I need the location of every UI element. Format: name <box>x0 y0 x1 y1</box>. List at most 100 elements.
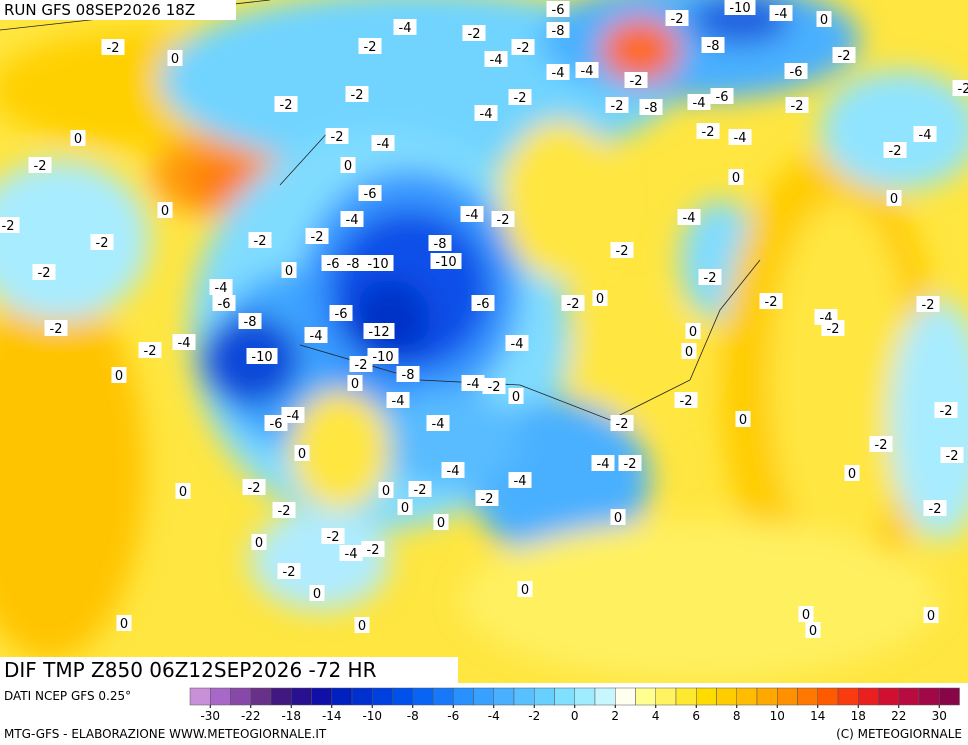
colorbar-swatch <box>817 687 839 706</box>
contour-label: -4 <box>693 96 706 111</box>
contour-label-box <box>940 447 964 463</box>
contour-label: -8 <box>434 237 447 252</box>
contour-label: -2 <box>958 82 968 97</box>
contour-label: -2 <box>940 404 953 419</box>
colorbar-tick-label: 30 <box>932 709 947 723</box>
contour-label: -2 <box>922 298 935 313</box>
contour-label: -4 <box>346 213 359 228</box>
contour-label: -4 <box>215 281 228 296</box>
contour-label-box <box>309 585 325 601</box>
contour-label-box <box>428 235 452 251</box>
contour-label-box <box>821 320 845 336</box>
contour-label-box <box>116 615 132 631</box>
contour-label-box <box>677 209 701 225</box>
contour-label: -12 <box>368 325 389 340</box>
contour-label: -2 <box>616 244 629 259</box>
contour-label: -2 <box>488 380 501 395</box>
contour-label-box <box>277 563 301 579</box>
contour-label-box <box>610 415 634 431</box>
contour-label: -10 <box>251 350 272 365</box>
contour-label-box <box>916 296 940 312</box>
colorbar-swatch <box>372 687 393 706</box>
contour-label-box <box>396 366 420 382</box>
contour-label: 0 <box>614 511 622 526</box>
contour-label: -4 <box>919 128 932 143</box>
contour-label: -2 <box>889 144 902 159</box>
contour-label: -2 <box>630 74 643 89</box>
contour-label-box <box>242 479 266 495</box>
contour-label: -2 <box>364 40 377 55</box>
contour-label-box <box>321 255 345 271</box>
copyright-label: (C) METEOGIORNALE <box>836 727 962 741</box>
contour-label: -2 <box>355 358 368 373</box>
contour-label: 0 <box>120 617 128 632</box>
contour-label: -2 <box>280 98 293 113</box>
contour-label: 0 <box>927 609 935 624</box>
contour-label: 0 <box>739 413 747 428</box>
contour-label-box <box>886 190 902 206</box>
contour-label: -4 <box>490 53 503 68</box>
contour-label-box <box>378 482 394 498</box>
contour-label: -4 <box>287 409 300 424</box>
contour-label-box <box>167 50 183 66</box>
contour-label-box <box>371 135 395 151</box>
contour-label: -4 <box>345 547 358 562</box>
contour-label: -10 <box>372 350 393 365</box>
contour-label-box <box>248 232 272 248</box>
contour-label: -8 <box>707 39 720 54</box>
contour-label: -2 <box>34 159 47 174</box>
contour-label: -2 <box>567 297 580 312</box>
contour-label: 0 <box>74 132 82 147</box>
contour-label-box <box>0 217 20 233</box>
contour-label: -2 <box>331 130 344 145</box>
contour-label-box <box>460 206 484 222</box>
contour-label-box <box>508 89 532 105</box>
contour-label: -8 <box>402 368 415 383</box>
contour-label: 0 <box>255 536 263 551</box>
contour-label: 0 <box>689 325 697 340</box>
contour-label: -4 <box>447 464 460 479</box>
contour-label-box <box>281 262 297 278</box>
colorbar-swatch <box>189 687 211 706</box>
contour-label: 0 <box>401 501 409 516</box>
colorbar-tick-label: 22 <box>891 709 906 723</box>
contour-label: 0 <box>161 204 169 219</box>
contour-label: -2 <box>278 504 291 519</box>
contour-label-box <box>294 445 310 461</box>
contour-label-box <box>735 411 751 427</box>
contour-label: -2 <box>671 12 684 27</box>
contour-label-box <box>844 465 860 481</box>
contour-label: -4 <box>310 329 323 344</box>
contour-label: -4 <box>392 394 405 409</box>
contour-label-box <box>923 500 947 516</box>
contour-label-box <box>32 264 56 280</box>
contour-label-box <box>561 295 585 311</box>
contour-label-box <box>674 392 698 408</box>
contour-label: -2 <box>367 543 380 558</box>
contour-label-box <box>681 343 697 359</box>
colorbar-tick-label: -6 <box>447 709 459 723</box>
colorbar-swatch <box>655 687 677 706</box>
colorbar-swatch <box>696 687 717 706</box>
colorbar-tick-label: -18 <box>281 709 301 723</box>
source-label: DATI NCEP GFS 0.25° <box>4 689 131 703</box>
contour-label: -2 <box>414 483 427 498</box>
colorbar-swatch <box>716 687 737 706</box>
colorbar-tick-label: 0 <box>571 709 579 723</box>
contour-label-box <box>785 97 809 113</box>
contour-label-box <box>325 128 349 144</box>
colorbar-swatch <box>493 687 515 706</box>
contour-label: -2 <box>327 530 340 545</box>
contour-label-box <box>340 157 356 173</box>
contour-label: 0 <box>732 171 740 186</box>
contour-label: -4 <box>514 474 527 489</box>
contour-label-box <box>358 38 382 54</box>
contour-label-box <box>329 305 353 321</box>
contour-label-box <box>386 392 410 408</box>
contour-label-box <box>138 342 162 358</box>
colorbar-swatch <box>473 687 494 706</box>
contour-label-box <box>474 105 498 121</box>
contour-label-box <box>172 334 196 350</box>
colorbar: -30 -22 -18 -14 -10 -8 -6 -4 -2 0 2 4 6 8 10 14 18 22 30 <box>189 687 960 723</box>
contour-label-box <box>281 407 305 423</box>
